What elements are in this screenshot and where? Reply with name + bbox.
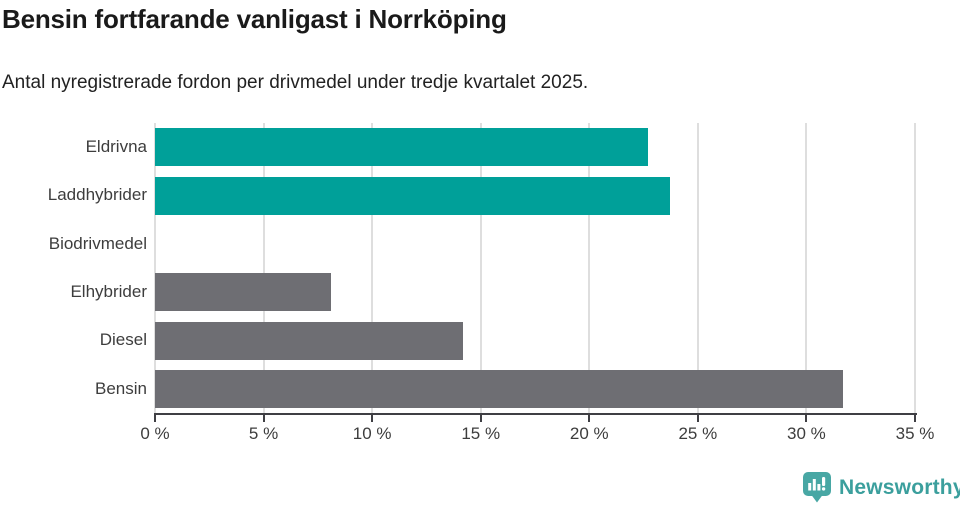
bar-chart-speech-bubble-icon	[803, 472, 831, 503]
x-tick-35	[914, 415, 916, 422]
gridline-0-percent	[154, 123, 156, 413]
x-tick-label-0: 0 %	[140, 424, 170, 443]
bar-eldrivna	[155, 128, 648, 167]
gridline-35-percent	[914, 123, 916, 413]
x-tick-label-20: 20 %	[569, 424, 609, 443]
x-tick-30	[805, 415, 808, 422]
category-label-elhybrider: Elhybrider	[70, 282, 147, 302]
newsworthy-logo-text: Newsworthy	[839, 475, 960, 499]
category-label-eldrivna: Eldrivna	[85, 137, 147, 157]
x-tick-label-25: 25 %	[678, 424, 718, 443]
x-tick-0	[154, 415, 156, 422]
gridline-15-percent	[479, 123, 482, 413]
category-label-bensin: Bensin	[95, 378, 147, 398]
x-tick-20	[588, 415, 591, 422]
category-axis: Eldrivna Laddhybrider Biodrivmedel Elhybrid…	[0, 123, 147, 413]
x-tick-label-30: 30 %	[787, 424, 826, 443]
x-tick-10	[371, 415, 374, 422]
newsworthy-logo[interactable]: Newsworthy	[803, 472, 960, 503]
page-title: Bensin fortfarande vanligast i Norrköpin…	[2, 4, 507, 34]
x-tick-label-10: 10 %	[352, 424, 392, 443]
x-tick-label-35: 35 %	[895, 424, 935, 443]
x-tick-label-5: 5 %	[248, 424, 279, 443]
x-tick-25	[696, 415, 699, 422]
page-subtitle: Antal nyregistrerade fordon per drivmede…	[2, 72, 589, 93]
x-axis-line	[154, 413, 917, 415]
gridline-30-percent	[805, 123, 808, 413]
gridline-5-percent	[262, 123, 265, 413]
bar-elhybrider	[155, 273, 331, 312]
gridline-10-percent	[371, 123, 374, 413]
bar-laddhybrider	[155, 176, 670, 215]
bar-diesel	[155, 321, 464, 360]
category-label-biodrivmedel: Biodrivmedel	[48, 233, 147, 253]
gridline-20-percent	[588, 123, 591, 413]
bar-bensin	[155, 369, 844, 408]
category-label-diesel: Diesel	[99, 330, 147, 350]
category-label-laddhybrider: Laddhybrider	[47, 185, 147, 205]
bar-chart: Eldrivna Laddhybrider Biodrivmedel Elhybrid…	[0, 110, 960, 455]
x-tick-15	[479, 415, 482, 422]
plot-area	[154, 123, 916, 413]
x-tick-5	[262, 415, 265, 422]
x-tick-label-15: 15 %	[461, 424, 501, 443]
gridline-25-percent	[696, 123, 699, 413]
